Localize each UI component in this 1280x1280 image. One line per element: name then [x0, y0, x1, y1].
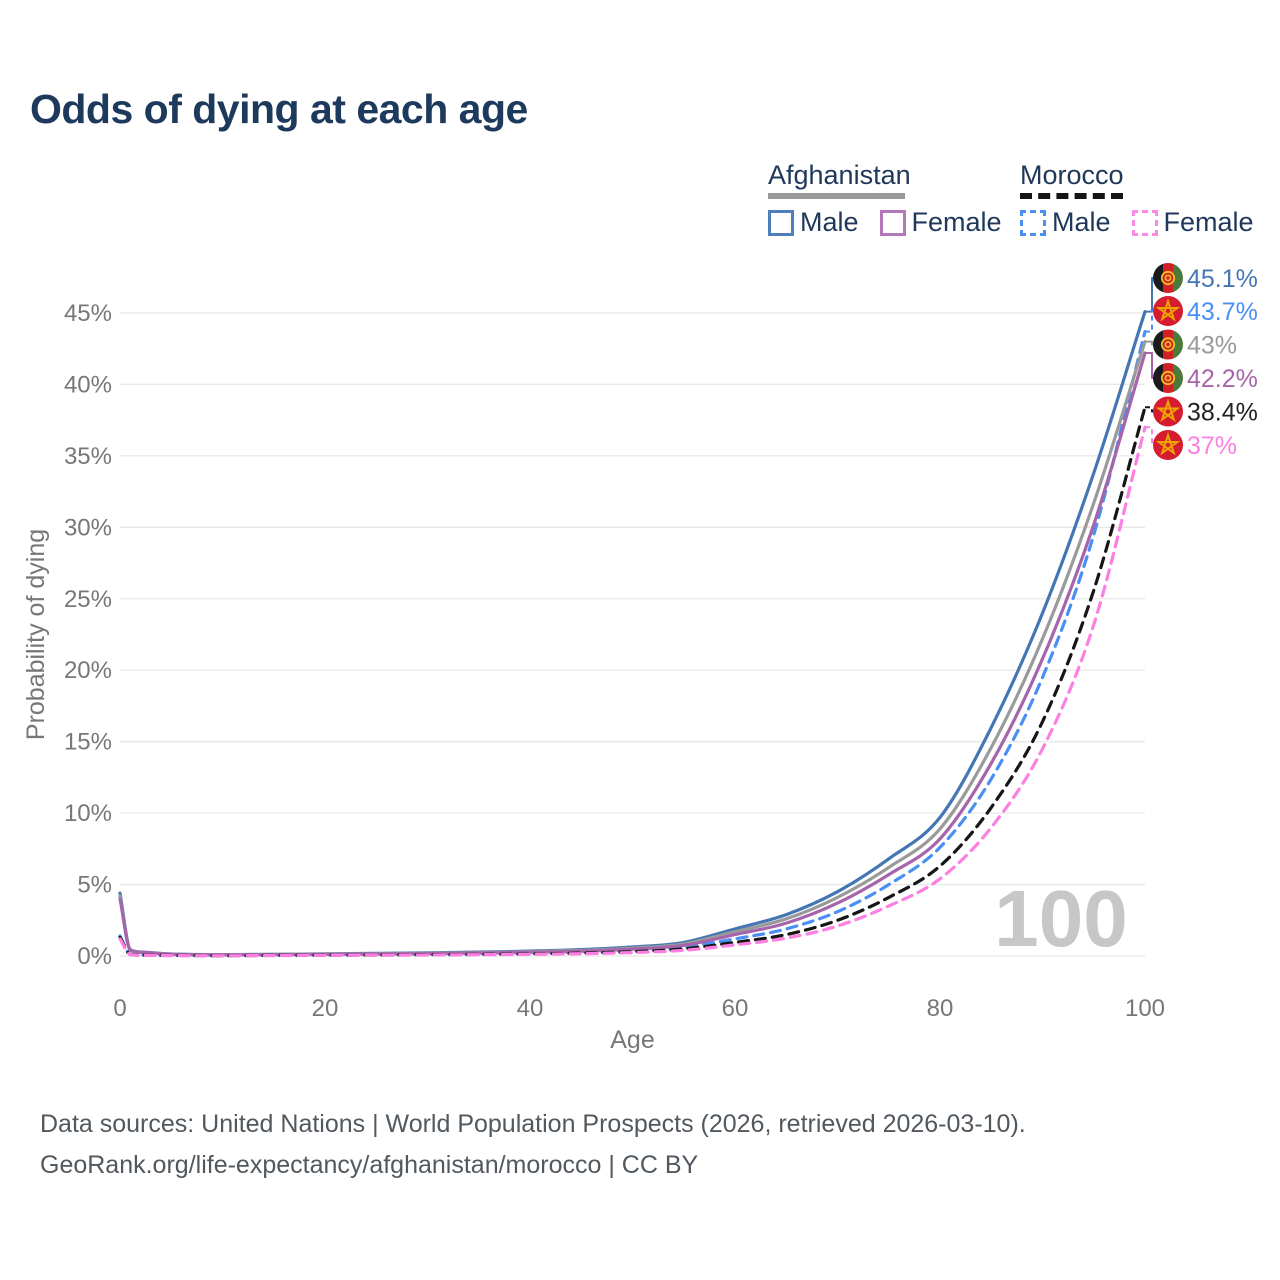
legend-line-swatch-afghanistan — [768, 193, 905, 199]
legend-label-afghanistan-female: Female — [911, 207, 1002, 237]
y-tick-label: 20% — [64, 657, 112, 684]
legend-group-morocco: Morocco Male Female — [1020, 160, 1254, 238]
end-value-label-morocco-male: 43.7% — [1187, 298, 1258, 326]
flag-afghanistan-icon — [1153, 329, 1183, 360]
flag-afghanistan-icon — [1153, 263, 1183, 293]
checkbox-afghanistan-female-icon[interactable] — [879, 209, 906, 236]
series-line-morocco-male[interactable] — [118, 330, 1147, 958]
flag-morocco-icon — [1153, 430, 1183, 460]
end-value-label-afghanistan-female: 42.2% — [1187, 365, 1258, 393]
legend-country-morocco[interactable]: Morocco — [1020, 160, 1124, 190]
x-tick-label: 100 — [1125, 995, 1165, 1022]
x-axis-title: Age — [610, 1026, 654, 1054]
label-connector-morocco-both-sexes — [1145, 406, 1159, 413]
flag-morocco-icon — [1153, 296, 1183, 326]
flag-afghanistan-icon — [1153, 363, 1183, 393]
legend-group-afghanistan: Afghanistan Male Female — [768, 160, 1002, 238]
checkbox-afghanistan-male-icon[interactable] — [768, 209, 794, 236]
x-tick-label: 20 — [312, 995, 339, 1022]
legend-item-morocco-female[interactable]: Female — [1131, 207, 1254, 238]
legend-label-morocco-male: Male — [1052, 207, 1111, 237]
series-line-morocco-female[interactable] — [118, 425, 1147, 958]
end-value-label-morocco-female: 37% — [1187, 432, 1237, 460]
legend-line-swatch-morocco — [1020, 193, 1123, 199]
x-tick-label: 80 — [927, 995, 954, 1022]
end-value-label-afghanistan-both-sexes: 43% — [1187, 332, 1237, 360]
y-tick-label: 40% — [64, 371, 112, 398]
series-line-afghanistan-both-sexes[interactable] — [118, 340, 1147, 957]
y-tick-label: 30% — [64, 514, 112, 541]
legend-country-afghanistan[interactable]: Afghanistan — [768, 160, 911, 190]
y-tick-label: 45% — [64, 300, 112, 327]
end-value-label-afghanistan-male: 45.1% — [1187, 265, 1258, 293]
series-line-afghanistan-female[interactable] — [118, 351, 1147, 957]
footer-data-sources: Data sources: United Nations | World Pop… — [40, 1110, 1026, 1138]
footer-attribution-link[interactable]: GeoRank.org/life-expectancy/afghanistan/… — [40, 1151, 699, 1179]
series-line-afghanistan-male[interactable] — [118, 310, 1147, 957]
legend-item-afghanistan-female[interactable]: Female — [879, 207, 1002, 238]
x-tick-label: 0 — [113, 995, 126, 1022]
legend-label-afghanistan-male: Male — [800, 207, 859, 237]
legend-label-morocco-female: Female — [1163, 207, 1254, 237]
y-tick-label: 35% — [64, 443, 112, 470]
flag-morocco-icon — [1153, 396, 1183, 427]
legend-item-morocco-male[interactable]: Male — [1020, 207, 1111, 238]
checkbox-morocco-male-icon[interactable] — [1020, 209, 1046, 236]
footer: Data sources: United Nations | World Pop… — [40, 1104, 1026, 1186]
y-axis-title: Probability of dying — [22, 529, 50, 740]
x-tick-label: 40 — [517, 995, 544, 1022]
series-line-morocco-both-sexes[interactable] — [118, 405, 1147, 958]
page-title: Odds of dying at each age — [30, 86, 528, 132]
y-tick-label: 25% — [64, 586, 112, 613]
age-watermark: 100 — [994, 874, 1127, 963]
y-tick-label: 10% — [64, 800, 112, 827]
checkbox-morocco-female-icon[interactable] — [1131, 209, 1158, 236]
y-tick-label: 5% — [77, 872, 112, 899]
y-tick-label: 15% — [64, 729, 112, 756]
y-tick-label: 0% — [77, 943, 112, 970]
legend-item-afghanistan-male[interactable]: Male — [768, 207, 859, 238]
end-value-label-morocco-both-sexes: 38.4% — [1187, 399, 1258, 427]
x-tick-label: 60 — [722, 995, 749, 1022]
